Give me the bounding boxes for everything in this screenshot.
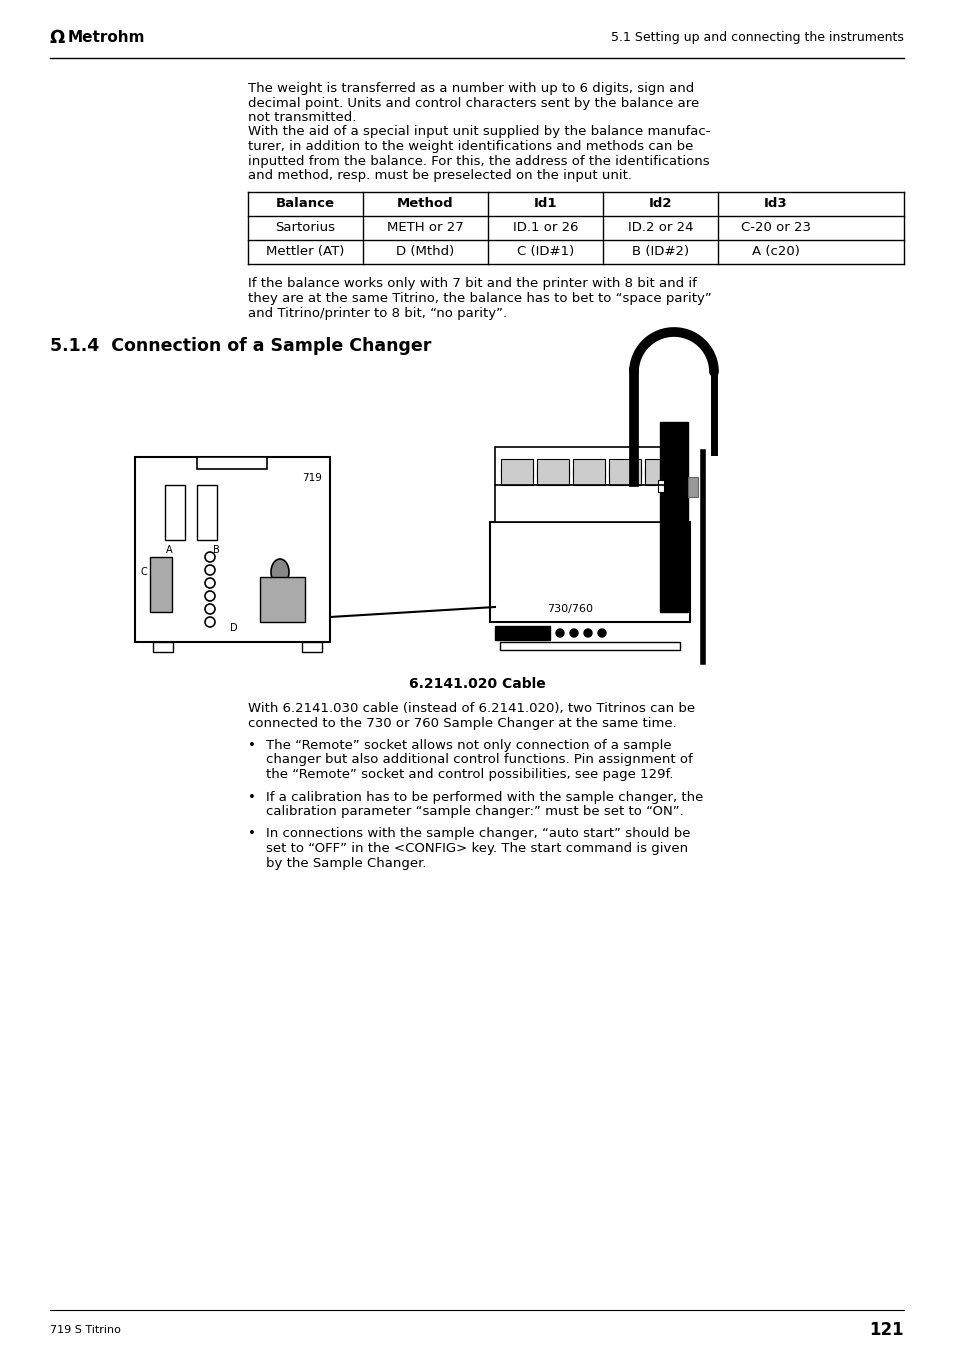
Bar bbox=[302, 642, 322, 653]
Bar bbox=[260, 577, 305, 621]
Text: •: • bbox=[248, 739, 255, 753]
Text: •: • bbox=[248, 828, 255, 840]
Bar bbox=[644, 459, 677, 485]
Bar bbox=[135, 457, 330, 642]
Bar bbox=[499, 642, 679, 650]
Text: Sartorius: Sartorius bbox=[275, 222, 335, 234]
Text: The weight is transferred as a number with up to 6 digits, sign and: The weight is transferred as a number wi… bbox=[248, 82, 694, 95]
Text: the “Remote” socket and control possibilities, see page 129f.: the “Remote” socket and control possibil… bbox=[266, 767, 673, 781]
Circle shape bbox=[583, 630, 592, 638]
Bar bbox=[495, 626, 550, 640]
Text: connected to the 730 or 760 Sample Changer at the same time.: connected to the 730 or 760 Sample Chang… bbox=[248, 716, 676, 730]
Text: If a calibration has to be performed with the sample changer, the: If a calibration has to be performed wit… bbox=[266, 790, 702, 804]
Text: Method: Method bbox=[396, 197, 454, 209]
Circle shape bbox=[205, 578, 214, 588]
Text: D (Mthd): D (Mthd) bbox=[395, 245, 455, 258]
Text: Id2: Id2 bbox=[648, 197, 672, 209]
Text: and Titrino/printer to 8 bit, “no parity”.: and Titrino/printer to 8 bit, “no parity… bbox=[248, 307, 507, 319]
Text: not transmitted.: not transmitted. bbox=[248, 111, 356, 124]
Text: The “Remote” socket allows not only connection of a sample: The “Remote” socket allows not only conn… bbox=[266, 739, 671, 753]
Text: 6.2141.020 Cable: 6.2141.020 Cable bbox=[408, 677, 545, 690]
Bar bbox=[573, 459, 604, 485]
Bar bbox=[196, 485, 216, 540]
Text: With 6.2141.030 cable (instead of 6.2141.020), two Titrinos can be: With 6.2141.030 cable (instead of 6.2141… bbox=[248, 703, 695, 715]
Bar bbox=[537, 469, 568, 477]
Text: B: B bbox=[213, 544, 219, 555]
Text: 5.1 Setting up and connecting the instruments: 5.1 Setting up and connecting the instru… bbox=[611, 31, 903, 45]
Bar bbox=[608, 469, 640, 477]
Bar bbox=[152, 642, 172, 653]
Bar bbox=[658, 480, 663, 492]
Text: Id3: Id3 bbox=[763, 197, 787, 209]
Bar bbox=[608, 459, 640, 485]
Text: Ω: Ω bbox=[50, 28, 65, 47]
Circle shape bbox=[205, 553, 214, 562]
Bar bbox=[500, 459, 533, 485]
Text: calibration parameter “sample changer:” must be set to “ON”.: calibration parameter “sample changer:” … bbox=[266, 805, 683, 817]
Circle shape bbox=[205, 590, 214, 601]
Text: 730/760: 730/760 bbox=[546, 604, 593, 613]
Text: C (ID#1): C (ID#1) bbox=[517, 245, 574, 258]
Text: ID.1 or 26: ID.1 or 26 bbox=[512, 222, 578, 234]
Circle shape bbox=[569, 630, 578, 638]
Text: With the aid of a special input unit supplied by the balance manufac-: With the aid of a special input unit sup… bbox=[248, 126, 710, 139]
Bar bbox=[644, 469, 677, 477]
Bar bbox=[165, 485, 185, 540]
Circle shape bbox=[205, 565, 214, 576]
Circle shape bbox=[205, 617, 214, 627]
Text: 719 S Titrino: 719 S Titrino bbox=[50, 1325, 121, 1335]
Text: METH or 27: METH or 27 bbox=[387, 222, 463, 234]
Bar bbox=[537, 459, 568, 485]
Bar bbox=[573, 469, 604, 477]
Text: •: • bbox=[248, 790, 255, 804]
Bar bbox=[500, 469, 533, 477]
Text: Mettler (AT): Mettler (AT) bbox=[266, 245, 344, 258]
Bar bbox=[687, 477, 698, 497]
Text: they are at the same Titrino, the balance has to bet to “space parity”: they are at the same Titrino, the balanc… bbox=[248, 292, 711, 305]
Text: and method, resp. must be preselected on the input unit.: and method, resp. must be preselected on… bbox=[248, 169, 631, 182]
Text: If the balance works only with 7 bit and the printer with 8 bit and if: If the balance works only with 7 bit and… bbox=[248, 277, 696, 290]
Bar bbox=[495, 447, 684, 521]
Text: turer, in addition to the weight identifications and methods can be: turer, in addition to the weight identif… bbox=[248, 141, 693, 153]
Text: D: D bbox=[230, 623, 237, 634]
Bar bbox=[659, 422, 687, 612]
Text: by the Sample Changer.: by the Sample Changer. bbox=[266, 857, 426, 870]
Text: ID.2 or 24: ID.2 or 24 bbox=[627, 222, 693, 234]
Text: Metrohm: Metrohm bbox=[68, 31, 146, 46]
Text: A (c20): A (c20) bbox=[751, 245, 800, 258]
Text: Balance: Balance bbox=[275, 197, 335, 209]
Text: inputted from the balance. For this, the address of the identifications: inputted from the balance. For this, the… bbox=[248, 154, 709, 168]
Text: C-20 or 23: C-20 or 23 bbox=[740, 222, 810, 234]
Text: set to “OFF” in the <CONFIG> key. The start command is given: set to “OFF” in the <CONFIG> key. The st… bbox=[266, 842, 687, 855]
Bar bbox=[490, 521, 689, 621]
Text: C: C bbox=[140, 567, 147, 577]
Circle shape bbox=[205, 604, 214, 613]
Text: 5.1.4  Connection of a Sample Changer: 5.1.4 Connection of a Sample Changer bbox=[50, 336, 431, 355]
Circle shape bbox=[556, 630, 563, 638]
Text: changer but also additional control functions. Pin assignment of: changer but also additional control func… bbox=[266, 754, 692, 766]
Text: 719: 719 bbox=[302, 473, 322, 484]
Text: A: A bbox=[166, 544, 172, 555]
Circle shape bbox=[598, 630, 605, 638]
Text: decimal point. Units and control characters sent by the balance are: decimal point. Units and control charact… bbox=[248, 96, 699, 109]
Text: B (ID#2): B (ID#2) bbox=[631, 245, 688, 258]
Ellipse shape bbox=[271, 559, 289, 585]
Bar bbox=[197, 457, 267, 469]
Text: In connections with the sample changer, “auto start” should be: In connections with the sample changer, … bbox=[266, 828, 690, 840]
Bar bbox=[150, 557, 172, 612]
Text: Id1: Id1 bbox=[533, 197, 557, 209]
Text: 121: 121 bbox=[868, 1321, 903, 1339]
